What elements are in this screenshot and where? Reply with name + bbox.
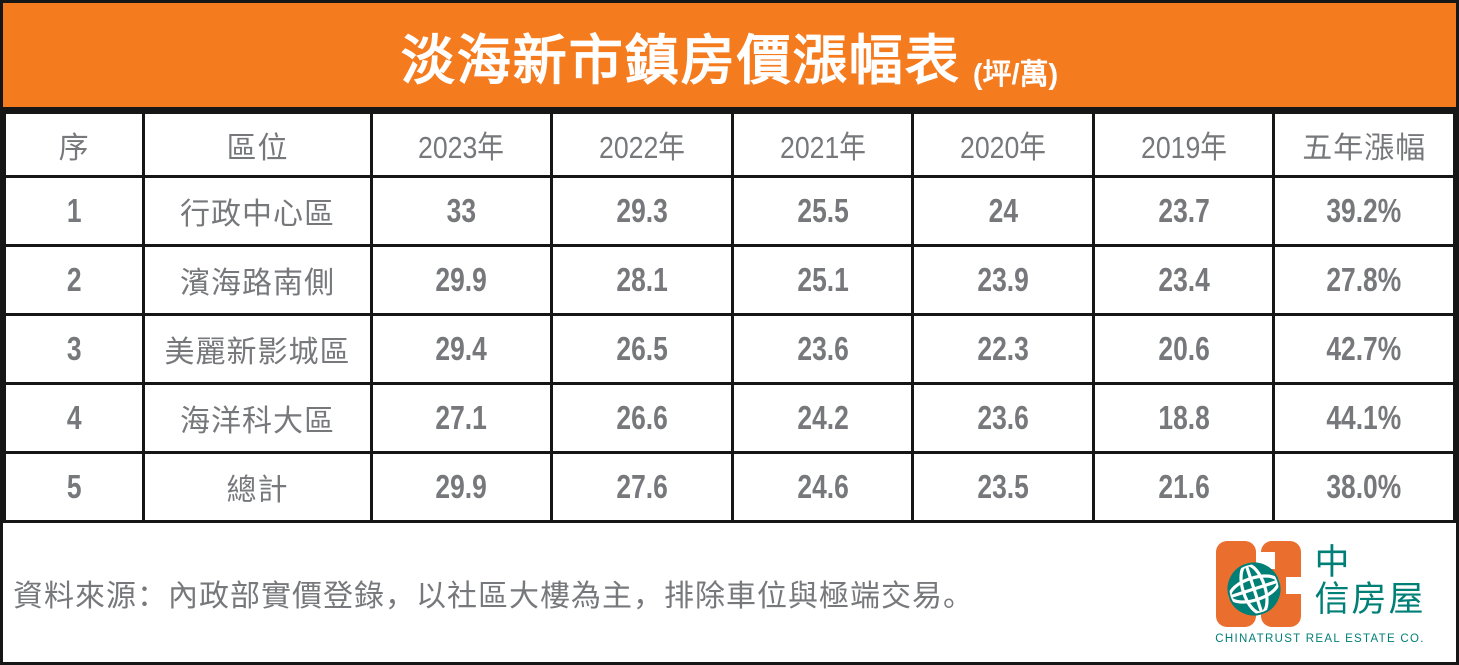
cell-2023: 33 <box>369 175 553 247</box>
logo-top: 中 信房屋 <box>1214 540 1425 630</box>
cell-index: 3 <box>3 313 146 385</box>
col-header-2023: 2023年 <box>369 111 553 178</box>
cell-2023: 29.9 <box>369 451 553 523</box>
cell-index: 5 <box>3 451 146 523</box>
cell-2020: 23.6 <box>911 382 1095 454</box>
cell-2019: 18.8 <box>1091 382 1276 454</box>
cell-2021: 25.1 <box>730 244 915 316</box>
cell-2021: 23.6 <box>730 313 915 385</box>
cell-2023: 29.9 <box>369 244 553 316</box>
title-band: 淡海新市鎮房價漲幅表 (坪/萬) <box>3 3 1456 111</box>
cell-2023: 27.1 <box>369 382 553 454</box>
cell-2022: 29.3 <box>549 175 734 247</box>
cell-location: 美麗新影城區 <box>142 313 373 385</box>
cell-2019: 23.4 <box>1091 244 1276 316</box>
cell-location: 濱海路南側 <box>142 244 373 316</box>
cell-2022: 28.1 <box>549 244 734 316</box>
title-unit-label: (坪/萬) <box>972 59 1059 91</box>
cell-5yr-change: 27.8% <box>1272 244 1456 316</box>
table-row: 5 總計 29.9 27.6 24.6 23.5 21.6 38.0% <box>3 451 1456 523</box>
footer: 資料來源：內政部實價登錄，以社區大樓為主，排除車位與極端交易。 <box>3 523 1456 662</box>
col-header-2020: 2020年 <box>911 111 1095 178</box>
cell-location: 總計 <box>142 451 373 523</box>
col-header-5yr-change: 五年漲幅 <box>1272 111 1456 178</box>
cell-5yr-change: 39.2% <box>1272 175 1456 247</box>
price-table: 序 區位 2023年 2022年 2021年 2020年 2019年 五年漲幅 … <box>3 111 1456 523</box>
cell-2020: 23.9 <box>911 244 1095 316</box>
table-header-row: 序 區位 2023年 2022年 2021年 2020年 2019年 五年漲幅 <box>3 111 1456 178</box>
cell-2021: 25.5 <box>730 175 915 247</box>
cell-location: 行政中心區 <box>142 175 373 247</box>
cell-2022: 26.6 <box>549 382 734 454</box>
cell-2020: 23.5 <box>911 451 1095 523</box>
logo-company-name: CHINATRUST REAL ESTATE CO. <box>1215 633 1425 645</box>
cell-5yr-change: 42.7% <box>1272 313 1456 385</box>
cell-2021: 24.6 <box>730 451 915 523</box>
cell-2023: 29.4 <box>369 313 553 385</box>
table-row: 4 海洋科大區 27.1 26.6 24.2 23.6 18.8 44.1% <box>3 382 1456 454</box>
col-header-2019: 2019年 <box>1091 111 1276 178</box>
cell-5yr-change: 38.0% <box>1272 451 1456 523</box>
chinatrust-logo-mark-icon <box>1216 541 1303 627</box>
col-header-2022: 2022年 <box>549 111 734 178</box>
logo-cjk-line2: 信房屋 <box>1314 580 1426 619</box>
source-note: 資料來源：內政部實價登錄，以社區大樓為主，排除車位與極端交易。 <box>13 579 974 613</box>
cell-2019: 23.7 <box>1091 175 1276 247</box>
col-header-location: 區位 <box>142 111 373 178</box>
cell-location: 海洋科大區 <box>142 382 373 454</box>
table-row: 2 濱海路南側 29.9 28.1 25.1 23.9 23.4 27.8% <box>3 244 1456 316</box>
cell-2019: 20.6 <box>1091 313 1276 385</box>
cell-2020: 22.3 <box>911 313 1095 385</box>
logo-cjk-line1: 中 <box>1314 543 1352 582</box>
table-row: 3 美麗新影城區 29.4 26.5 23.6 22.3 20.6 42.7% <box>3 313 1456 385</box>
col-header-2021: 2021年 <box>730 111 915 178</box>
cell-index: 4 <box>3 382 146 454</box>
cell-5yr-change: 44.1% <box>1272 382 1456 454</box>
table-row: 1 行政中心區 33 29.3 25.5 24 23.7 39.2% <box>3 175 1456 247</box>
cell-2022: 26.5 <box>549 313 734 385</box>
page-title: 淡海新市鎮房價漲幅表 <box>400 30 961 91</box>
logo-cjk-text: 中 信房屋 <box>1314 544 1425 618</box>
cell-2020: 24 <box>911 175 1095 247</box>
col-header-index: 序 <box>3 111 146 178</box>
cell-index: 2 <box>3 244 146 316</box>
chinatrust-logo: 中 信房屋 CHINATRUST REAL ESTATE CO. <box>1214 540 1426 645</box>
cell-2021: 24.2 <box>730 382 915 454</box>
cell-index: 1 <box>3 175 146 247</box>
cell-2022: 27.6 <box>549 451 734 523</box>
cell-2019: 21.6 <box>1091 451 1276 523</box>
